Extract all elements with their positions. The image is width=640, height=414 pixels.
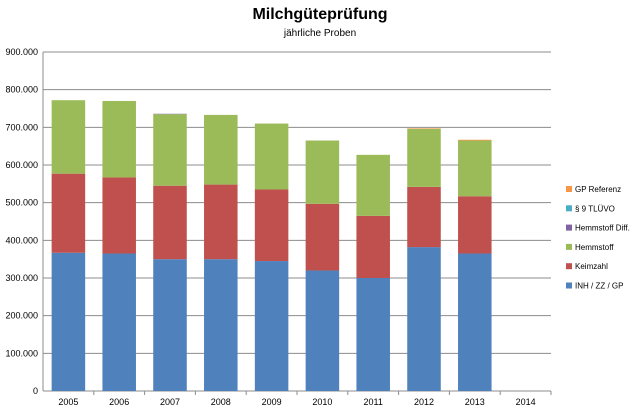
bar-2007-keimzahl	[153, 185, 187, 260]
legend-label: INH / ZZ / GP	[575, 282, 623, 291]
x-tick-label: 2013	[465, 397, 485, 407]
x-tick-label: 2012	[414, 397, 434, 407]
bar-2009-inh-zz-gp	[254, 261, 289, 391]
bar-2011-keimzahl	[356, 215, 390, 278]
x-tick-label: 2005	[58, 397, 78, 407]
bar-2010-hemmstoff	[305, 140, 340, 204]
bar-2008-keimzahl	[204, 184, 238, 260]
legend-swatch	[566, 282, 572, 289]
y-tick-label: 700.000	[5, 122, 38, 132]
bar-2008-inh-zz-gp	[204, 259, 238, 391]
y-tick-label: 200.000	[5, 311, 38, 321]
bar-2008-hemmstoff	[204, 114, 238, 185]
bar-2011-inh-zz-gp	[356, 278, 390, 391]
y-tick-label: 0	[33, 386, 38, 396]
bar-2007-inh-zz-gp	[153, 259, 187, 391]
bar-2007-hemmstoff	[153, 114, 187, 186]
x-tick-label: 2014	[516, 397, 536, 407]
bar-2012-keimzahl	[407, 186, 441, 248]
bar-2006-inh-zz-gp	[102, 253, 136, 391]
y-tick-label: 300.000	[5, 273, 38, 283]
legend-label: Hemmstoff	[575, 243, 614, 252]
legend-swatch	[566, 205, 572, 212]
legend-label: Hemmstoff Diff.	[575, 224, 630, 233]
x-tick-label: 2008	[211, 397, 231, 407]
legend-label: § 9 TLÜVO	[575, 204, 615, 213]
legend-label: Keimzahl	[575, 262, 608, 271]
x-tick-label: 2010	[312, 397, 332, 407]
legend-swatch	[566, 186, 572, 192]
bar-2006-hemmstoff	[102, 100, 136, 178]
bar-2013-keimzahl	[458, 196, 492, 254]
y-tick-label: 800.000	[5, 85, 38, 95]
y-tick-label: 600.000	[5, 160, 38, 170]
chart-subtitle: jährliche Proben	[283, 28, 357, 39]
bar-2012-gp-referenz	[407, 128, 441, 129]
bar-2005-keimzahl	[51, 173, 86, 253]
bar-2006-keimzahl	[102, 177, 136, 254]
y-tick-label: 900.000	[5, 47, 38, 57]
bar-2013-hemmstoff	[458, 140, 492, 197]
legend-label: GP Referenz	[575, 185, 621, 194]
bar-2013-inh-zz-gp	[458, 253, 492, 391]
chart-title: Milchgüteprüfung	[252, 6, 388, 23]
x-tick-label: 2007	[160, 397, 180, 407]
x-tick-label: 2006	[109, 397, 129, 407]
x-tick-label: 2011	[364, 397, 383, 407]
legend-swatch	[566, 224, 572, 231]
bar-2010-keimzahl	[305, 203, 340, 271]
bar-2012-inh-zz-gp	[407, 247, 441, 391]
y-tick-label: 100.000	[5, 348, 38, 358]
bar-2011-hemmstoff	[356, 154, 390, 216]
x-tick-label: 2009	[262, 397, 282, 407]
bar-2010-inh-zz-gp	[305, 270, 340, 391]
bar-2005-hemmstoff	[51, 100, 86, 174]
bar-2009-hemmstoff	[254, 123, 289, 190]
bar-2005-inh-zz-gp	[51, 252, 86, 391]
legend-swatch	[566, 263, 572, 270]
bar-2009-keimzahl	[254, 189, 289, 262]
y-tick-label: 500.000	[5, 198, 38, 208]
bar-2013-gp-referenz	[458, 139, 492, 141]
legend-swatch	[566, 243, 572, 250]
y-tick-label: 400.000	[5, 235, 38, 245]
bar-2012-hemmstoff	[407, 128, 441, 187]
